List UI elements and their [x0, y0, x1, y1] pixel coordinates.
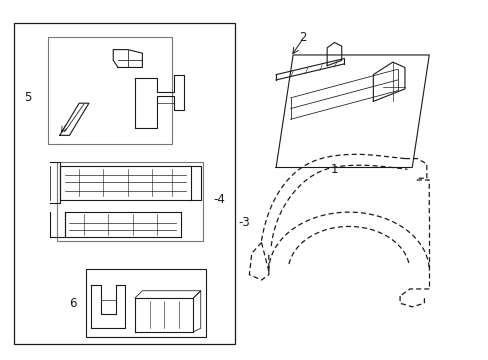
Text: -4: -4 — [212, 193, 224, 206]
Text: -3: -3 — [238, 216, 250, 229]
Text: 1: 1 — [330, 163, 338, 176]
Text: 5: 5 — [24, 91, 32, 104]
Text: 6: 6 — [69, 297, 77, 310]
Bar — [47, 37, 171, 144]
Bar — [57, 162, 203, 241]
Bar — [86, 269, 205, 337]
Bar — [14, 23, 234, 344]
Text: 2: 2 — [299, 31, 306, 44]
